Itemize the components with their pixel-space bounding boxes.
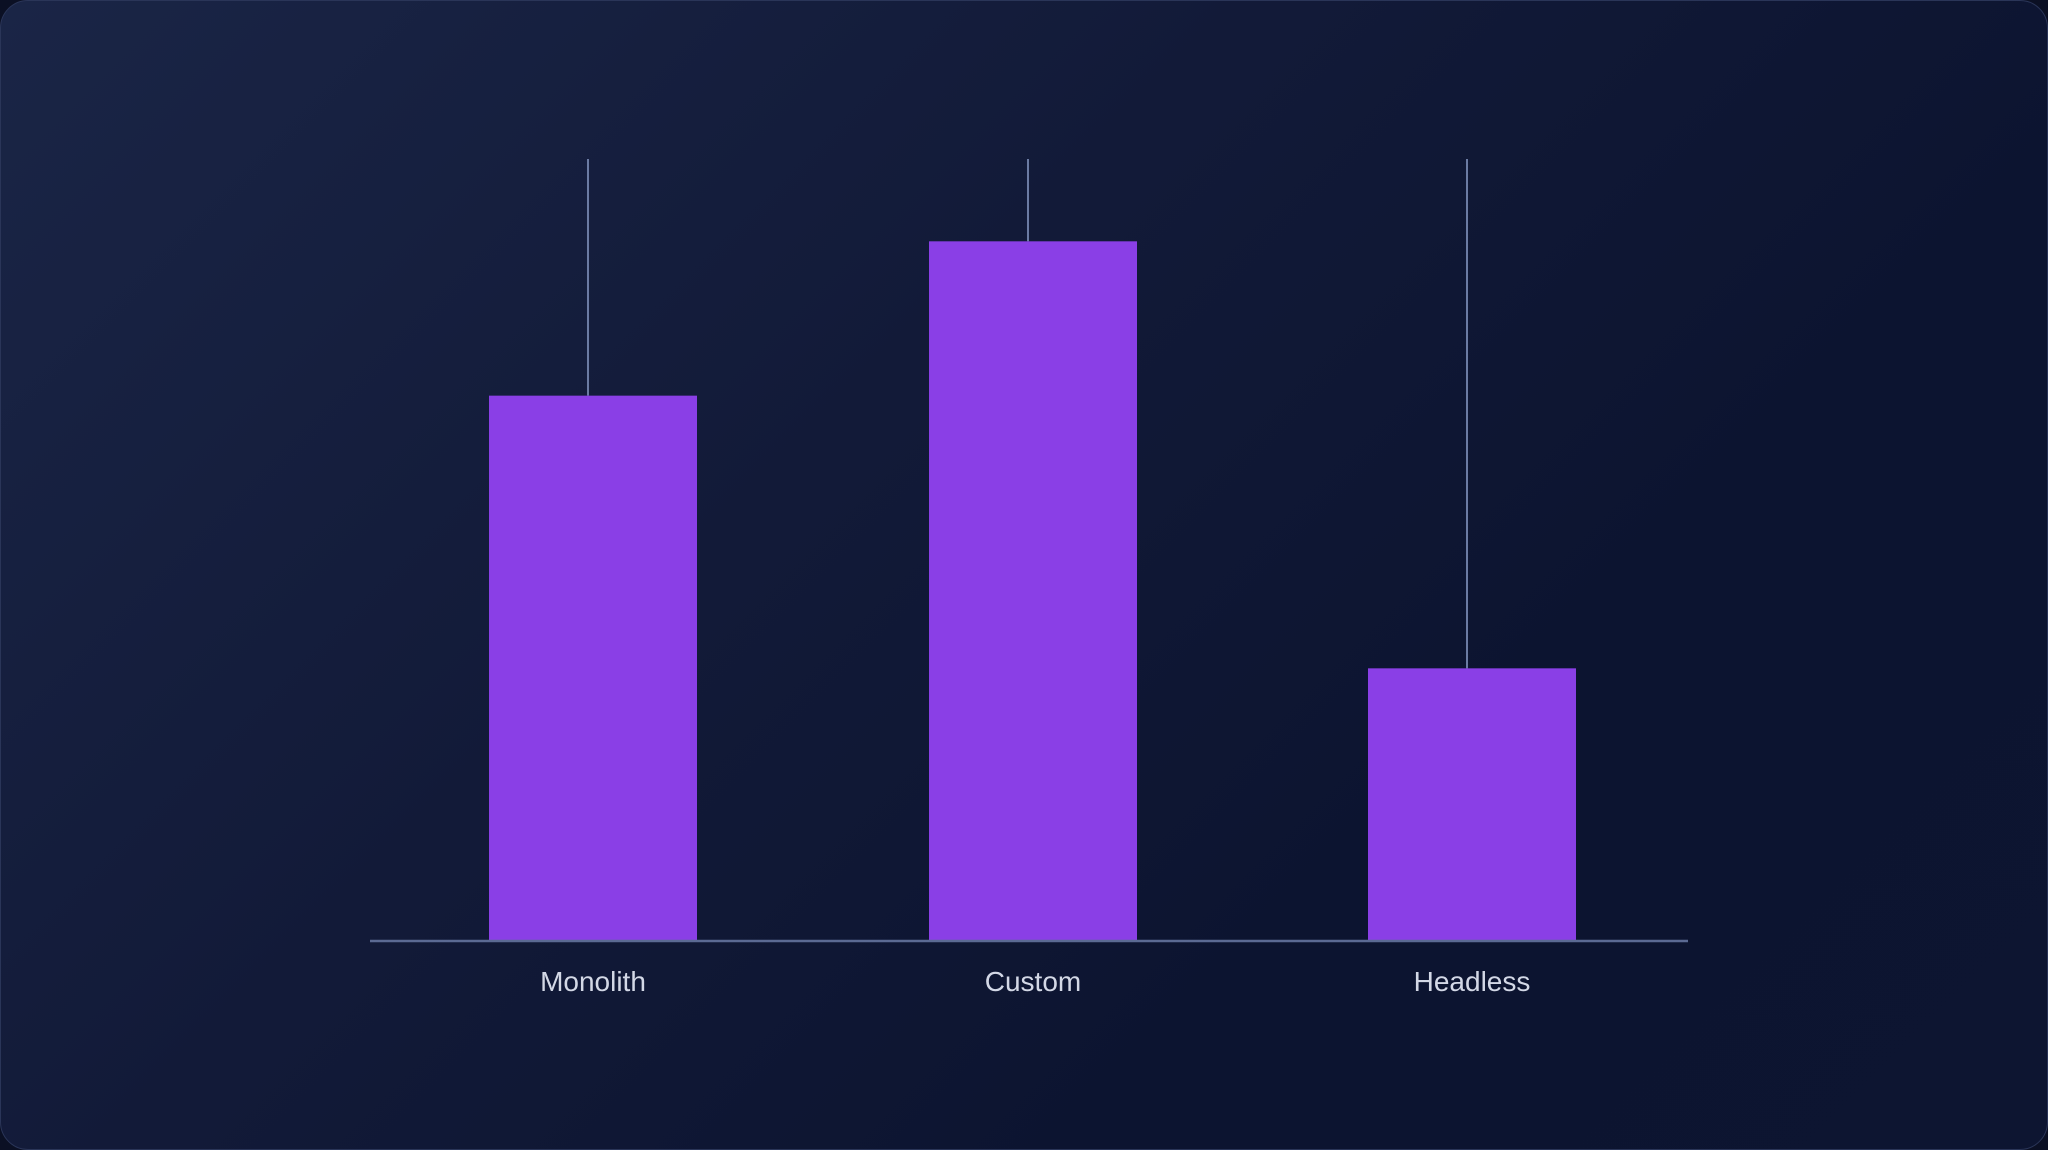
x-tick-labels: Monolith Custom Headless (540, 966, 1530, 997)
bar-custom (929, 241, 1137, 941)
error-bars (587, 159, 1468, 669)
bar-headless (1368, 668, 1576, 941)
bars (489, 241, 1576, 941)
x-tick-label-custom: Custom (985, 966, 1081, 997)
bar-monolith (489, 395, 697, 941)
x-tick-label-monolith: Monolith (540, 966, 646, 997)
x-tick-label-headless: Headless (1414, 966, 1531, 997)
